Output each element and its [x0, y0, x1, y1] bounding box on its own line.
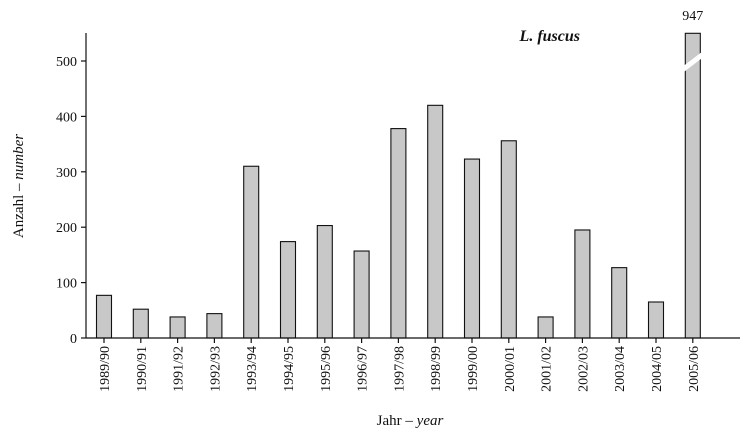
x-tick-label: 2003/04 [613, 346, 628, 392]
y-tick-label: 100 [56, 277, 77, 292]
x-axis-title-italic: year [415, 413, 444, 429]
y-axis-title-main: Anzahl – [11, 180, 27, 238]
x-tick-label: 1994/95 [282, 346, 297, 392]
bars-group: 947 [95, 9, 705, 339]
x-tick-label: 1998/99 [429, 346, 444, 392]
x-axis-title-main: Jahr – [377, 413, 417, 429]
bar [95, 294, 113, 339]
x-tick-label: 1992/93 [208, 346, 223, 392]
bar [353, 250, 370, 339]
bar [537, 316, 554, 339]
y-tick-label: 500 [56, 55, 77, 70]
bar [279, 241, 297, 339]
y-axis: 0 100 200 300 400 500 [56, 33, 87, 347]
x-tick-label: 1993/94 [245, 346, 260, 392]
x-tick-label: 1997/98 [392, 346, 407, 392]
bar [463, 158, 481, 339]
y-tick-label: 400 [56, 110, 77, 125]
y-tick-label: 0 [70, 332, 77, 347]
x-tick-label: 1991/92 [172, 346, 187, 392]
y-tick-label: 300 [56, 166, 77, 181]
bar-value-label: 947 [682, 9, 703, 24]
bar [390, 128, 407, 339]
x-tick-label: 2004/05 [650, 346, 665, 392]
chart-title: L. fuscus [519, 28, 580, 45]
x-axis: 1989/90 1990/91 1991/92 1992/93 1993/94 1994/… [86, 337, 740, 392]
y-axis-title-italic: number [11, 134, 27, 180]
bar [611, 267, 628, 339]
x-tick-label: 2001/02 [540, 346, 555, 392]
x-tick-label: 1990/91 [135, 346, 150, 392]
x-tick-label: 1996/97 [356, 346, 371, 392]
bar [427, 104, 444, 339]
x-tick-label: 1999/00 [466, 346, 481, 392]
bar [684, 32, 701, 339]
bar [316, 224, 333, 339]
y-axis-title: Anzahl – number [11, 134, 27, 238]
bar [243, 165, 260, 339]
bar [132, 308, 149, 339]
bar [206, 313, 223, 339]
bar [574, 229, 591, 339]
x-axis-title: Jahr – year [377, 413, 444, 429]
x-tick-label: 2000/01 [503, 346, 518, 392]
bar [169, 316, 186, 339]
x-tick-label: 1995/96 [319, 346, 334, 392]
x-tick-label: 2002/03 [576, 346, 591, 392]
bar [500, 140, 517, 339]
x-tick-label: 1989/90 [98, 346, 113, 392]
x-tick-label: 2005/06 [687, 346, 702, 392]
bar [647, 301, 665, 339]
y-tick-label: 200 [56, 221, 77, 236]
axis-break-mark [680, 52, 705, 72]
